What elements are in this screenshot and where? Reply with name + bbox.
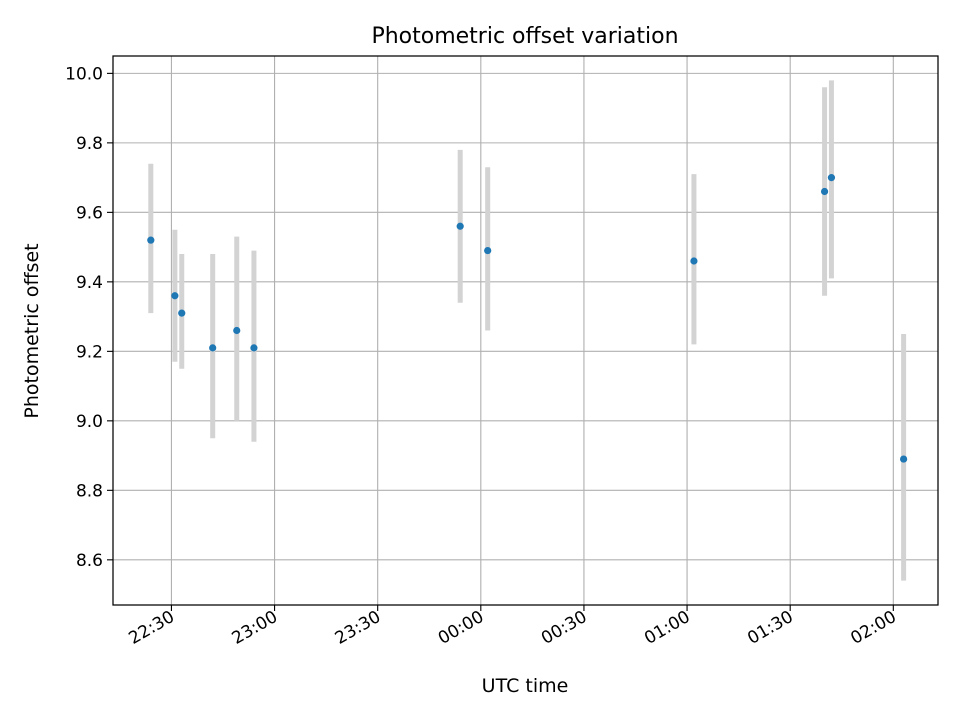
data-point xyxy=(900,455,908,463)
x-axis-label: UTC time xyxy=(482,675,569,697)
data-point xyxy=(233,326,241,335)
y-tick-label: 9.2 xyxy=(76,342,103,362)
y-axis-label: Photometric offset xyxy=(21,243,43,418)
data-point xyxy=(171,292,179,300)
y-tick-label: 9.0 xyxy=(76,412,103,432)
point-layer xyxy=(147,174,908,463)
y-tick-label: 10.0 xyxy=(65,64,103,84)
data-point xyxy=(147,236,155,244)
plot-area-frame xyxy=(112,55,939,606)
chart-title: Photometric offset variation xyxy=(371,24,678,49)
y-tick-label: 9.6 xyxy=(76,203,103,223)
data-point xyxy=(484,246,492,255)
data-point xyxy=(178,309,186,317)
y-tick-label: 9.8 xyxy=(76,134,103,154)
data-point xyxy=(456,222,464,230)
data-point xyxy=(820,187,829,196)
data-point xyxy=(209,344,217,352)
y-tick-label: 8.8 xyxy=(76,481,103,501)
data-point xyxy=(690,257,698,265)
y-axis-ticks: 8.6 8.8 9.0 9.2 9.4 9.6 9.8 10.0 xyxy=(65,64,113,571)
grid-layer xyxy=(113,56,938,605)
y-tick-label: 9.4 xyxy=(76,273,103,293)
data-point xyxy=(827,174,836,182)
y-tick-label: 8.6 xyxy=(76,551,103,571)
data-point xyxy=(250,344,258,352)
